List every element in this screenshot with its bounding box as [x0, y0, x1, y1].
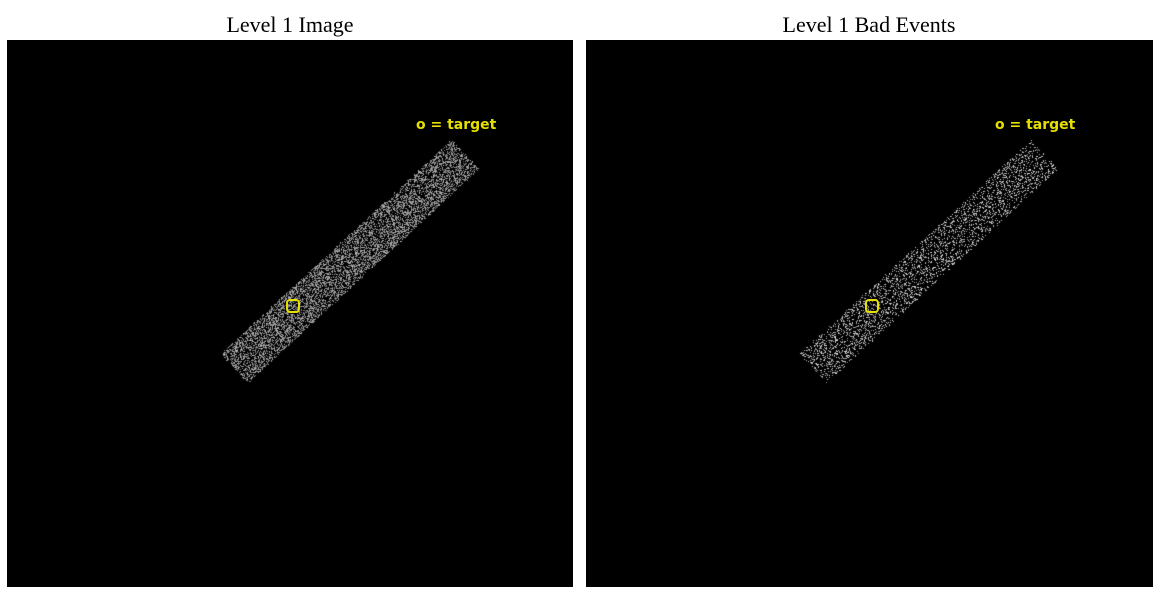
target-marker-icon	[286, 299, 300, 313]
bad-events-panel: o = target	[586, 40, 1153, 587]
image-panel: o = target	[7, 40, 573, 587]
target-legend: o = target	[416, 117, 497, 133]
panel-title-bad-events: Level 1 Bad Events	[782, 12, 956, 37]
panel-title-image: Level 1 Image	[226, 12, 354, 37]
event-stripe	[7, 40, 573, 587]
target-legend: o = target	[995, 117, 1076, 133]
target-marker-icon	[865, 299, 879, 313]
bad-event-stripe	[586, 40, 1153, 587]
